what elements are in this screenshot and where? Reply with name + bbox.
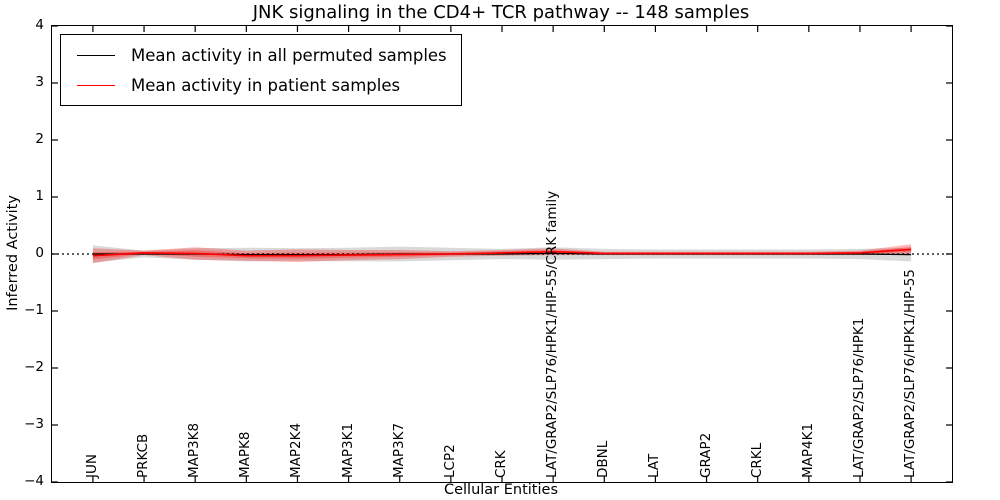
xtick-label: LCP2 (441, 444, 458, 478)
ytick-label: −2 (24, 358, 44, 375)
xtick-label: CRK (493, 450, 509, 478)
ytick-label: 4 (35, 16, 44, 33)
xtick-label: LAT/GRAP2/SLP76/HPK1 (850, 317, 867, 478)
black-line-sample-icon (77, 54, 115, 56)
xtick-label: MAP2K4 (288, 422, 305, 478)
xtick-label: MAP4K1 (799, 422, 816, 478)
ytick-label: 0 (35, 244, 44, 261)
xtick-label: MAPK8 (237, 431, 254, 478)
xtick-label: LAT/GRAP2/SLP76/HPK1/HIP-55 (902, 269, 919, 478)
xtick-label: DBNL (595, 440, 612, 478)
ytick-label: −1 (24, 301, 44, 318)
ytick-label: 2 (35, 130, 44, 147)
xtick-label: CRKL (748, 442, 765, 478)
ytick-label: −3 (24, 415, 44, 432)
xtick-label: GRAP2 (697, 432, 714, 478)
patient-mean-line (92, 248, 912, 257)
ytick-label: 3 (35, 73, 44, 90)
ytick-label: −4 (24, 472, 44, 489)
xtick-label: PRKCB (135, 433, 152, 478)
chart-title: JNK signaling in the CD4+ TCR pathway --… (252, 2, 750, 23)
legend-item-permuted: Mean activity in all permuted samples (69, 40, 447, 70)
legend-item-patient: Mean activity in patient samples (69, 70, 447, 100)
xtick-label: LAT/GRAP2/SLP76/HPK1/HIP-55/CRK family (544, 190, 561, 478)
xtick-label: JUN (83, 454, 100, 478)
legend-box: Mean activity in all permuted samples Me… (60, 34, 462, 106)
ytick-label: 1 (35, 187, 44, 204)
red-line-sample-icon (77, 84, 115, 86)
xtick-label: MAP3K1 (339, 422, 356, 478)
xtick-label: MAP3K7 (390, 422, 407, 478)
x-axis-label: Cellular Entities (443, 482, 559, 498)
chart-plot-svg (52, 26, 952, 482)
xtick-label: LAT (646, 453, 663, 478)
legend-label: Mean activity in all permuted samples (131, 45, 447, 65)
xtick-label: MAP3K8 (186, 422, 203, 478)
legend-label: Mean activity in patient samples (131, 75, 401, 95)
